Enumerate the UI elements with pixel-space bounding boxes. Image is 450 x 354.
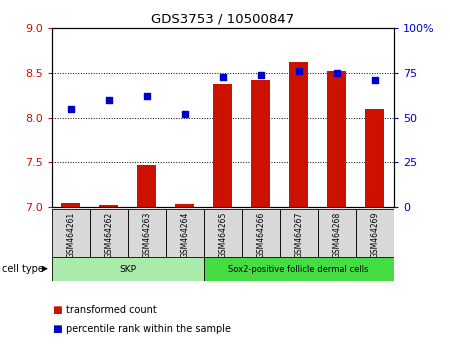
Text: GSM464263: GSM464263 xyxy=(142,212,151,258)
Bar xyxy=(213,84,232,207)
Text: GSM464265: GSM464265 xyxy=(218,212,227,258)
Point xyxy=(257,72,264,78)
Point xyxy=(371,77,378,83)
Text: transformed count: transformed count xyxy=(66,305,157,315)
Text: ■: ■ xyxy=(52,324,62,334)
Text: SKP: SKP xyxy=(119,264,136,274)
Bar xyxy=(137,165,156,207)
Bar xyxy=(204,209,242,257)
Point xyxy=(67,106,74,112)
Bar xyxy=(90,209,128,257)
Bar xyxy=(204,257,394,281)
Point xyxy=(333,70,340,76)
Point xyxy=(295,68,302,74)
Text: GSM464268: GSM464268 xyxy=(332,212,341,258)
Bar xyxy=(280,209,318,257)
Text: cell type: cell type xyxy=(2,264,44,274)
Bar xyxy=(61,202,80,207)
Text: GSM464267: GSM464267 xyxy=(294,212,303,258)
Point xyxy=(219,74,226,79)
Bar xyxy=(327,71,346,207)
Bar xyxy=(128,209,166,257)
Point xyxy=(105,97,112,103)
Bar xyxy=(251,80,270,207)
Point xyxy=(181,111,189,117)
Bar xyxy=(175,204,194,207)
Title: GDS3753 / 10500847: GDS3753 / 10500847 xyxy=(151,13,294,26)
Text: GSM464261: GSM464261 xyxy=(66,212,75,258)
Bar xyxy=(289,62,308,207)
Bar xyxy=(356,209,394,257)
Text: GSM464264: GSM464264 xyxy=(180,212,189,258)
Bar xyxy=(242,209,280,257)
Bar xyxy=(99,205,118,207)
Bar xyxy=(318,209,356,257)
Bar xyxy=(52,257,204,281)
Text: GSM464266: GSM464266 xyxy=(256,212,265,258)
Text: GSM464262: GSM464262 xyxy=(104,212,113,258)
Text: GSM464269: GSM464269 xyxy=(370,212,379,258)
Text: ■: ■ xyxy=(52,305,62,315)
Bar xyxy=(166,209,204,257)
Bar xyxy=(365,109,384,207)
Point xyxy=(143,93,150,99)
Text: Sox2-positive follicle dermal cells: Sox2-positive follicle dermal cells xyxy=(229,264,369,274)
Text: percentile rank within the sample: percentile rank within the sample xyxy=(66,324,231,334)
Bar xyxy=(52,209,90,257)
